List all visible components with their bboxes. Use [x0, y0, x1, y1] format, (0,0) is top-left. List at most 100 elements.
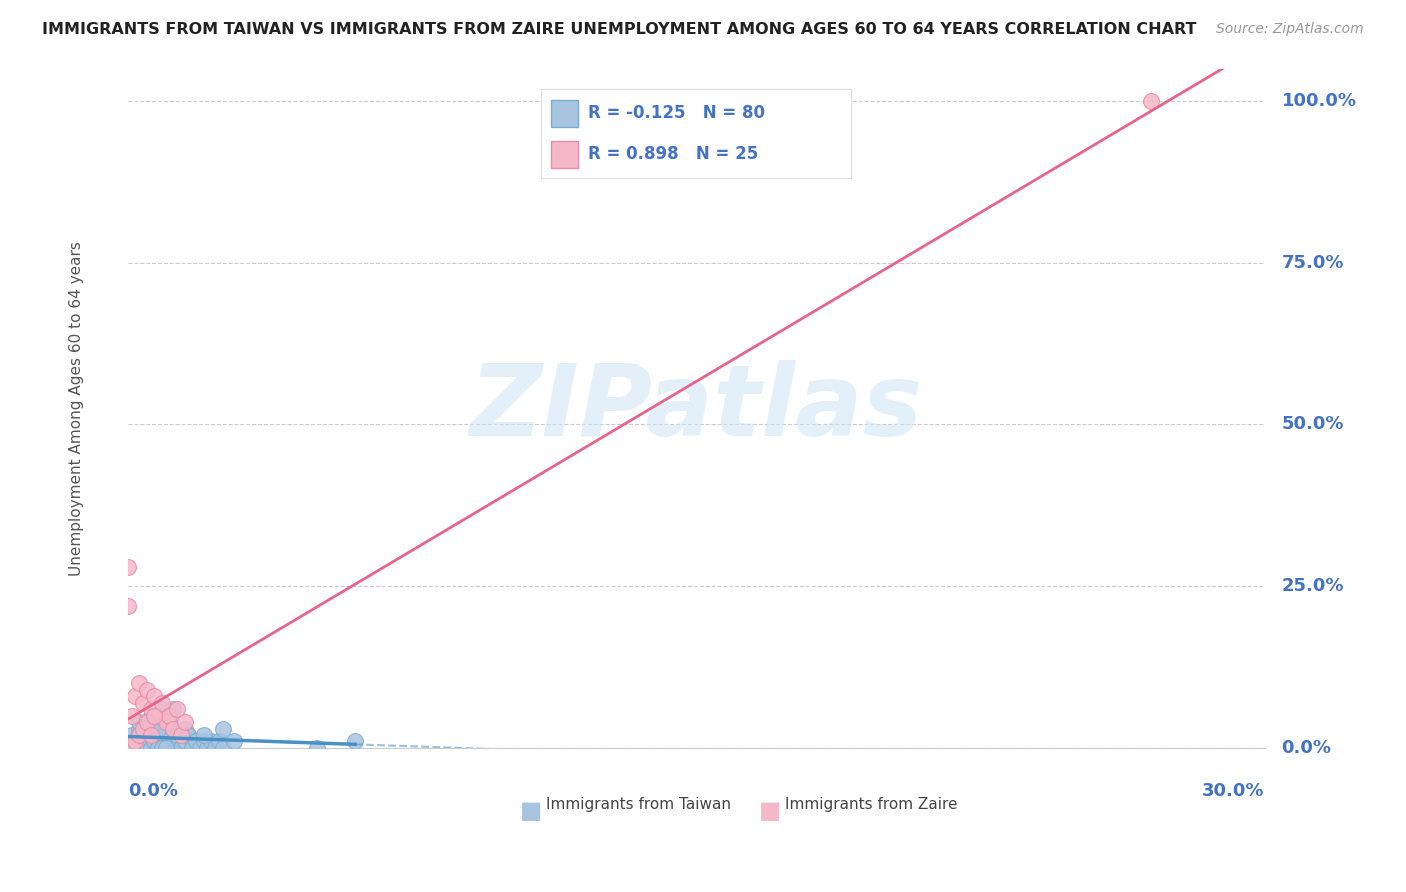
Point: [139, 741, 162, 756]
Point: [143, 728, 166, 742]
Point: [143, 715, 166, 730]
Point: [124, 734, 146, 748]
Point: [150, 696, 173, 710]
Point: [139, 715, 162, 730]
Point: [222, 734, 245, 748]
Point: [143, 722, 166, 736]
Point: [155, 708, 177, 723]
Point: [124, 734, 146, 748]
Point: [159, 728, 181, 742]
Point: [143, 734, 166, 748]
Point: [166, 702, 188, 716]
Point: [135, 734, 157, 748]
Point: [150, 734, 173, 748]
Text: Immigrants from Zaire: Immigrants from Zaire: [785, 797, 957, 812]
Point: [1140, 94, 1163, 108]
Text: IMMIGRANTS FROM TAIWAN VS IMMIGRANTS FROM ZAIRE UNEMPLOYMENT AMONG AGES 60 TO 64: IMMIGRANTS FROM TAIWAN VS IMMIGRANTS FRO…: [42, 22, 1197, 37]
Point: [121, 741, 143, 756]
Point: [132, 696, 155, 710]
Point: [132, 728, 155, 742]
Point: [146, 741, 169, 756]
Point: [150, 734, 173, 748]
Point: [135, 722, 157, 736]
Point: [159, 734, 181, 748]
Point: [128, 715, 150, 730]
Point: [155, 715, 177, 730]
Point: [132, 728, 155, 742]
Point: [177, 728, 200, 742]
Point: [139, 728, 162, 742]
Text: ■: ■: [759, 799, 782, 823]
Point: [124, 741, 146, 756]
Point: [162, 722, 184, 736]
Point: [124, 689, 146, 703]
Point: [173, 722, 195, 736]
Text: R = -0.125   N = 80: R = -0.125 N = 80: [588, 104, 765, 122]
Point: [146, 708, 169, 723]
Point: [139, 702, 162, 716]
Point: [307, 741, 329, 756]
Point: [162, 741, 184, 756]
Point: [128, 728, 150, 742]
Point: [143, 741, 166, 756]
Point: [135, 741, 157, 756]
Point: [155, 741, 177, 756]
Point: [155, 741, 177, 756]
Point: [128, 676, 150, 690]
Point: [211, 741, 233, 756]
Point: [117, 599, 139, 613]
Point: [135, 741, 157, 756]
Point: [128, 734, 150, 748]
Point: [135, 741, 157, 756]
Point: [170, 741, 193, 756]
Point: [135, 715, 157, 730]
Point: [166, 728, 188, 742]
Point: [121, 728, 143, 742]
Point: [132, 722, 155, 736]
Point: [128, 741, 150, 756]
Point: [135, 682, 157, 697]
Text: 0.0%: 0.0%: [1281, 739, 1331, 757]
Point: [132, 722, 155, 736]
Text: Unemployment Among Ages 60 to 64 years: Unemployment Among Ages 60 to 64 years: [69, 241, 84, 575]
Point: [139, 741, 162, 756]
Point: [146, 728, 169, 742]
Point: [139, 734, 162, 748]
Point: [159, 708, 181, 723]
Point: [204, 741, 226, 756]
Point: [146, 741, 169, 756]
Point: [159, 715, 181, 730]
Point: [162, 722, 184, 736]
Point: [200, 734, 222, 748]
Point: [150, 702, 173, 716]
Point: [150, 722, 173, 736]
Text: 75.0%: 75.0%: [1281, 253, 1344, 272]
Point: [143, 708, 166, 723]
FancyBboxPatch shape: [551, 141, 578, 168]
Point: [132, 741, 155, 756]
FancyBboxPatch shape: [551, 100, 578, 127]
Point: [166, 728, 188, 742]
Text: ■: ■: [520, 799, 543, 823]
Text: ZIPatlas: ZIPatlas: [470, 359, 922, 457]
Point: [146, 741, 169, 756]
Point: [170, 734, 193, 748]
Point: [146, 708, 169, 723]
Point: [139, 728, 162, 742]
Text: Immigrants from Taiwan: Immigrants from Taiwan: [546, 797, 731, 812]
Point: [143, 689, 166, 703]
Point: [150, 741, 173, 756]
Point: [177, 728, 200, 742]
Point: [143, 734, 166, 748]
Text: 0.0%: 0.0%: [128, 782, 177, 800]
Point: [170, 728, 193, 742]
Point: [181, 741, 204, 756]
Point: [139, 708, 162, 723]
Point: [188, 741, 211, 756]
Point: [132, 741, 155, 756]
Text: 30.0%: 30.0%: [1202, 782, 1264, 800]
Point: [193, 734, 215, 748]
Point: [121, 741, 143, 756]
Point: [193, 728, 215, 742]
Point: [184, 734, 207, 748]
